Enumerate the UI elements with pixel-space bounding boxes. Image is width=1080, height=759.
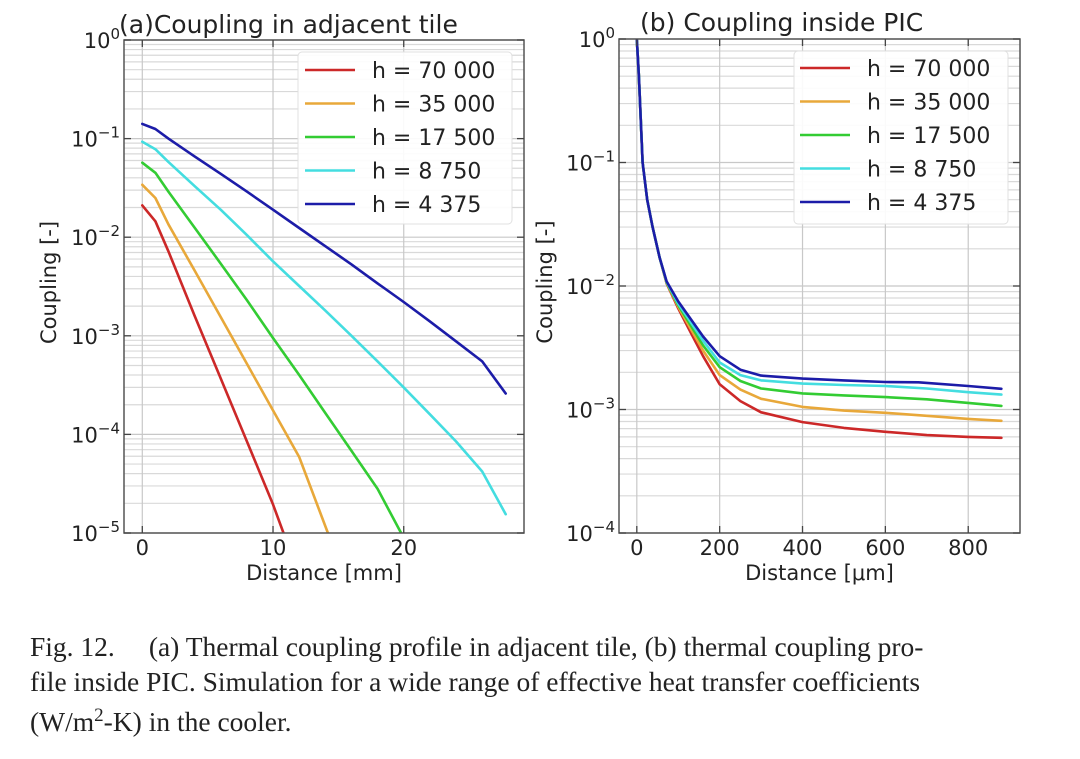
x-tick-label: 0 [136, 536, 149, 560]
series-line-17500 [141, 161, 403, 533]
y-axis-label: Coupling [-] [533, 220, 557, 343]
legend-label: h = 17 500 [867, 124, 990, 149]
series-line-70000 [141, 204, 285, 533]
legend-label: h = 4 375 [372, 193, 481, 218]
y-tick-label: 10−4 [566, 518, 615, 546]
plot-title: (b) Coupling inside PIC [640, 8, 923, 37]
y-tick-label: 10−4 [71, 419, 120, 447]
legend-label: h = 17 500 [372, 126, 495, 151]
x-axis-label: Distance [μm] [745, 561, 894, 585]
figure: 0 10 20 100 10−1 10−2 10−3 10−4 10−5 (a)Coupling … [37, 8, 1021, 585]
caption-line-3: (W/m2-K) in the cooler. [30, 699, 1070, 740]
legend-label: h = 8 750 [372, 160, 481, 185]
y-tick-label: 10−2 [566, 271, 615, 299]
legend: h = 70 000 h = 35 000 h = 17 500 h = 8 750 h… [297, 51, 513, 225]
axes-frame [123, 39, 525, 534]
legend: h = 70 000 h = 35 000 h = 17 500 h = 8 750 h… [793, 50, 1009, 225]
legend-label: h = 4 375 [867, 191, 976, 216]
x-tick-label: 20 [390, 536, 417, 560]
x-tick-label: 200 [700, 536, 740, 560]
series-line-4375 [635, 39, 1003, 391]
legend-label: h = 35 000 [372, 93, 495, 118]
legend-label: h = 8 750 [867, 158, 976, 183]
y-axis-label: Coupling [-] [37, 221, 61, 344]
y-tick-label: 10−5 [71, 518, 120, 546]
panel-a-coupling-adjacent-tile: 0 10 20 100 10−1 10−2 10−3 10−4 10−5 (a)Coupling … [37, 10, 525, 585]
y-tick-label: 10−1 [566, 148, 615, 176]
y-tick-label: 10−2 [71, 222, 120, 250]
x-tick-label: 0 [630, 536, 643, 560]
y-tick-label: 100 [84, 25, 120, 53]
caption-line-2: file inside PIC. Simulation for a wide r… [30, 665, 921, 697]
y-tick-label: 10−3 [566, 395, 615, 423]
caption-superscript: 2 [94, 705, 104, 726]
caption-text-3a: (W/m [30, 706, 95, 738]
legend-box [793, 50, 1009, 225]
caption-text-3b: -K) in the cooler. [103, 706, 292, 738]
x-tick-label: 600 [865, 536, 905, 560]
x-tick-label: 400 [782, 536, 822, 560]
series-line-8750 [141, 140, 508, 516]
legend-label: h = 70 000 [867, 57, 990, 82]
series-line-4375 [141, 122, 508, 395]
series-line-35000 [141, 183, 330, 533]
x-tick-label: 800 [948, 536, 988, 560]
series-group [635, 39, 1003, 440]
x-tick-label: 10 [260, 536, 287, 560]
legend-label: h = 70 000 [372, 59, 495, 84]
y-tick-label: 100 [579, 24, 615, 52]
plot-title: (a)Coupling in adjacent tile [119, 10, 458, 39]
caption-text-1: (a) Thermal coupling profile in adjacent… [148, 631, 924, 662]
y-tick-label: 10−1 [71, 124, 120, 152]
figure-caption: Fig. 12. (a) Thermal coupling profile in … [30, 630, 1070, 740]
panel-b-coupling-inside-pic: 0 200 400 600 800 100 10−1 10−2 10−3 10−4 (b) Coup… [533, 8, 1021, 585]
series-group [141, 122, 508, 533]
legend-label: h = 35 000 [867, 91, 990, 116]
legend-box [297, 51, 513, 225]
caption-line-1: Fig. 12. (a) Thermal coupling profile in … [30, 630, 1070, 665]
y-tick-label: 10−3 [71, 321, 120, 349]
figure-number: Fig. 12. [30, 631, 115, 662]
x-axis-label: Distance [mm] [246, 561, 402, 585]
